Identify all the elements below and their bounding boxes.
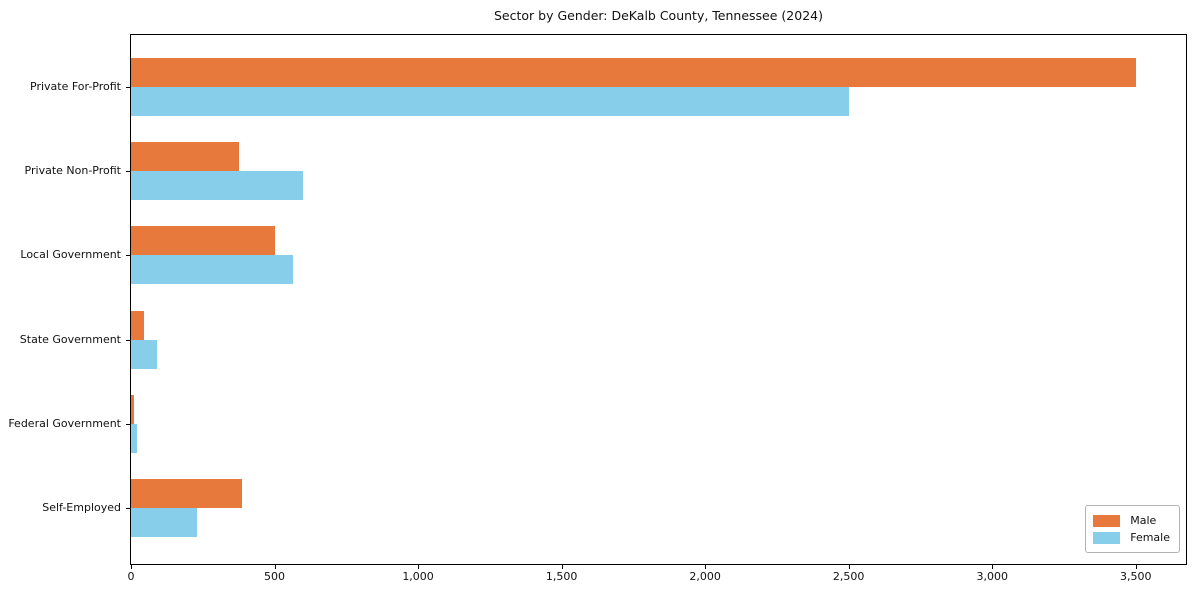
x-tick-label-3-500: 3,500 bbox=[1120, 570, 1152, 583]
bar-male-local-government bbox=[131, 226, 275, 256]
bar-female-local-government bbox=[131, 255, 294, 285]
bar-male-private-non-profit bbox=[131, 142, 239, 172]
bar-male-federal-government bbox=[131, 394, 134, 424]
y-tick-mark bbox=[126, 339, 130, 341]
bar-male-private-for-profit bbox=[131, 58, 1136, 87]
bar-male-state-government bbox=[131, 310, 144, 340]
plot-area: Male Female bbox=[130, 34, 1187, 565]
x-tick-label-0: 0 bbox=[127, 570, 135, 583]
x-tick-mark bbox=[561, 565, 563, 569]
bar-female-self-employed bbox=[131, 508, 198, 537]
x-tick-label-2-500: 2,500 bbox=[832, 570, 865, 583]
legend-item-male: Male bbox=[1093, 512, 1170, 529]
y-tick-label-self-employed: Self-Employed bbox=[42, 501, 121, 514]
y-tick-mark bbox=[126, 87, 130, 88]
x-tick-label-3-000: 3,000 bbox=[976, 570, 1008, 583]
x-tick-mark bbox=[131, 565, 132, 569]
bar-female-state-government bbox=[131, 339, 157, 369]
chart-title: Sector by Gender: DeKalb County, Tenness… bbox=[494, 8, 823, 23]
y-tick-label-state-government: State Government bbox=[19, 332, 121, 346]
y-tick-label-federal-government: Federal Government bbox=[8, 416, 121, 430]
legend-item-female: Female bbox=[1093, 529, 1170, 546]
legend-label-male: Male bbox=[1130, 514, 1157, 527]
x-tick-mark bbox=[274, 565, 276, 569]
x-tick-mark bbox=[992, 565, 994, 569]
x-tick-mark bbox=[1135, 565, 1137, 569]
y-tick-label-private-non-profit: Private Non-Profit bbox=[24, 164, 121, 178]
legend-label-female: Female bbox=[1130, 531, 1170, 544]
male-legend-swatch bbox=[1093, 514, 1121, 527]
legend: Male Female bbox=[1085, 505, 1180, 553]
bar-male-self-employed bbox=[131, 479, 242, 508]
female-legend-swatch bbox=[1093, 531, 1121, 544]
x-tick-mark bbox=[848, 565, 850, 569]
bar-female-federal-government bbox=[131, 423, 137, 453]
y-tick-mark bbox=[126, 508, 130, 509]
x-tick-label-1-000: 1,000 bbox=[402, 570, 434, 583]
y-tick-label-private-for-profit: Private For-Profit bbox=[30, 80, 121, 93]
x-tick-label-500: 500 bbox=[264, 570, 286, 583]
y-tick-label-local-government: Local Government bbox=[20, 248, 121, 262]
x-tick-mark bbox=[418, 565, 420, 569]
x-tick-mark bbox=[705, 565, 707, 569]
x-tick-label-2-000: 2,000 bbox=[689, 570, 721, 583]
y-tick-mark bbox=[126, 255, 130, 257]
bar-female-private-for-profit bbox=[131, 87, 849, 116]
bar-female-private-non-profit bbox=[131, 171, 304, 201]
x-tick-label-1-500: 1,500 bbox=[545, 570, 578, 583]
y-tick-mark bbox=[126, 423, 130, 425]
y-tick-mark bbox=[126, 171, 130, 173]
